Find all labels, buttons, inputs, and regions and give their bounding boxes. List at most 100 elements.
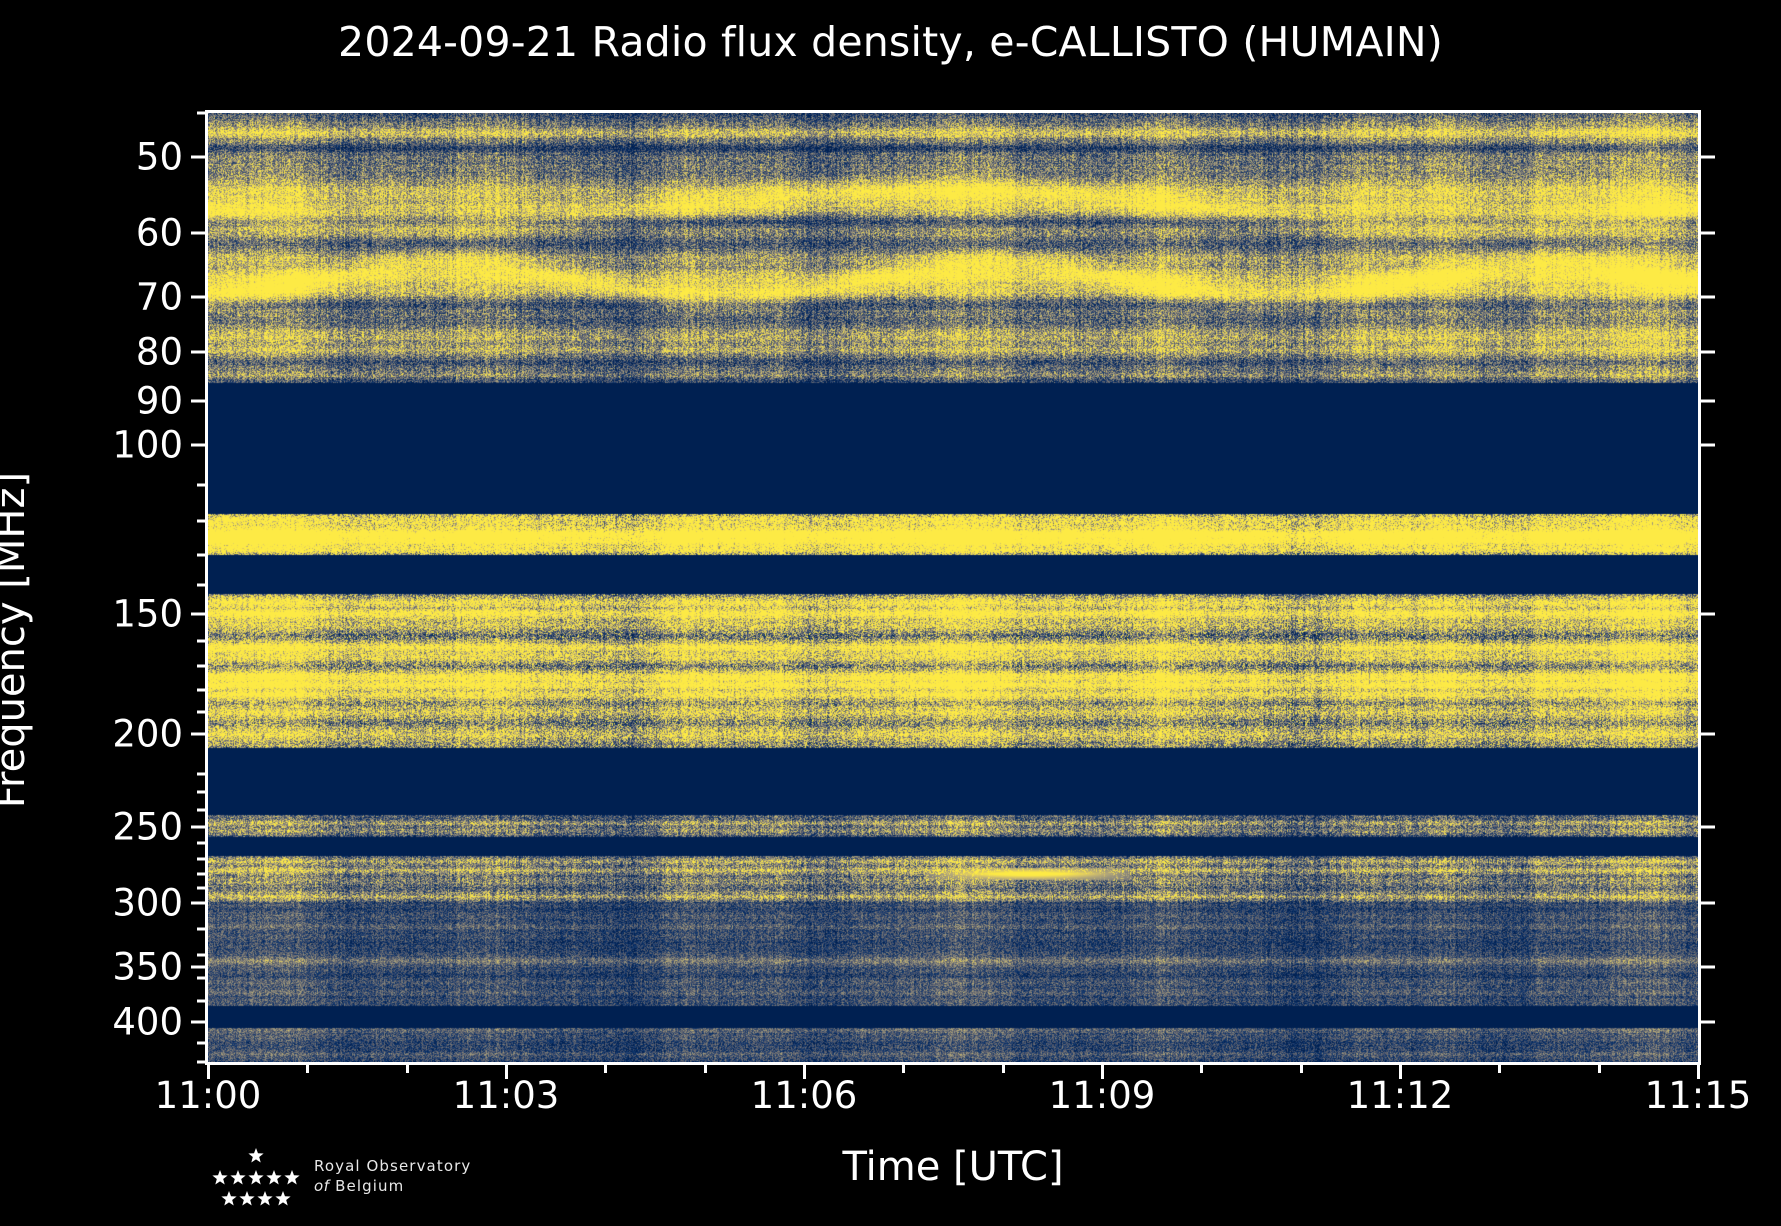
y-axis-tick-mark <box>191 350 205 354</box>
y-axis-tick-label: 300 <box>112 881 183 925</box>
logo-of-word: of <box>314 1177 330 1196</box>
star-icon <box>266 1170 282 1185</box>
x-axis-tick-label: 11:00 <box>154 1074 262 1117</box>
y-axis-tick-mark-right <box>1701 825 1715 829</box>
star-icon <box>230 1170 246 1185</box>
y-axis-minor-tick <box>197 1041 205 1045</box>
x-axis-tick-mark <box>1697 1065 1700 1079</box>
y-axis-minor-tick <box>197 111 205 115</box>
logo-line-1: Royal Observatory <box>314 1157 472 1175</box>
y-axis-tick-label: 150 <box>112 592 183 636</box>
x-axis-tick-label: 11:15 <box>1644 1074 1752 1117</box>
star-icon <box>257 1191 273 1206</box>
y-axis-minor-tick <box>197 710 205 714</box>
y-axis-tick-mark <box>191 443 205 447</box>
x-axis-minor-tick <box>405 1065 409 1073</box>
y-axis-minor-tick <box>197 953 205 957</box>
y-axis-minor-tick <box>197 841 205 845</box>
y-axis-minor-tick <box>197 999 205 1003</box>
y-axis-minor-tick <box>197 519 205 523</box>
y-axis-minor-tick <box>197 583 205 587</box>
logo-line-2: of Belgium <box>314 1176 471 1196</box>
y-axis-minor-tick <box>197 688 205 692</box>
y-axis-tick-mark <box>191 732 205 736</box>
x-axis-minor-tick <box>703 1065 707 1073</box>
y-axis-tick-mark-right <box>1701 350 1715 354</box>
logo-belgium-word: Belgium <box>335 1177 405 1196</box>
x-axis-minor-tick <box>1597 1065 1601 1073</box>
x-axis-minor-tick <box>902 1065 906 1073</box>
page-title: 2024-09-21 Radio flux density, e-CALLIST… <box>338 18 1443 66</box>
y-axis-tick-mark <box>191 1020 205 1024</box>
y-axis-tick-label: 400 <box>112 1000 183 1044</box>
y-axis-minor-tick <box>197 790 205 794</box>
y-axis-tick-label: 250 <box>112 805 183 849</box>
star-icon <box>212 1170 228 1185</box>
y-axis-tick-mark <box>191 231 205 235</box>
x-axis-tick-label: 11:12 <box>1346 1074 1454 1117</box>
x-axis-tick-mark <box>207 1065 210 1079</box>
y-axis-tick-label: 90 <box>135 379 183 423</box>
x-axis-label: Time [UTC] <box>842 1144 1064 1190</box>
star-icon <box>248 1170 264 1185</box>
x-axis-tick-mark <box>1101 1065 1104 1079</box>
x-axis-minor-tick <box>306 1065 310 1073</box>
y-axis-minor-tick <box>197 483 205 487</box>
logo-text: Royal Observatory of Belgium <box>314 1156 471 1197</box>
star-icon <box>248 1148 264 1163</box>
star-icon <box>275 1191 291 1206</box>
star-icon <box>221 1191 237 1206</box>
y-axis-tick-label: 70 <box>135 275 183 319</box>
y-axis-tick-mark <box>191 825 205 829</box>
star-icon <box>239 1191 255 1206</box>
y-axis-tick-mark <box>191 155 205 159</box>
y-axis-minor-tick <box>197 872 205 876</box>
royal-observatory-logo: Royal Observatory of Belgium <box>196 1147 470 1213</box>
spectrogram-axes <box>205 110 1701 1065</box>
y-axis-tick-mark-right <box>1701 295 1715 299</box>
x-axis-minor-tick <box>1200 1065 1204 1073</box>
y-axis-tick-label: 350 <box>112 945 183 989</box>
x-axis-tick-label: 11:09 <box>1048 1074 1156 1117</box>
x-axis-minor-tick <box>1299 1065 1303 1073</box>
y-axis-tick-mark-right <box>1701 612 1715 616</box>
y-axis-minor-tick <box>197 664 205 668</box>
y-axis-tick-mark <box>191 295 205 299</box>
y-axis-tick-mark <box>191 612 205 616</box>
y-axis-tick-label: 60 <box>135 211 183 255</box>
y-axis-tick-mark-right <box>1701 965 1715 969</box>
y-axis-minor-tick <box>197 927 205 931</box>
y-axis-minor-tick <box>197 886 205 890</box>
star-icon <box>212 1148 300 1206</box>
y-axis-label: Frequency [MHz] <box>0 471 34 809</box>
y-axis-minor-tick <box>197 553 205 557</box>
spectrogram-image <box>208 113 1698 1062</box>
x-axis-tick-label: 11:03 <box>452 1074 560 1117</box>
y-axis-tick-mark <box>191 399 205 403</box>
y-axis-tick-label: 50 <box>135 135 183 179</box>
y-axis-tick-label: 100 <box>112 423 183 467</box>
x-axis-tick-mark <box>505 1065 508 1079</box>
x-axis-minor-tick <box>1498 1065 1502 1073</box>
y-axis-tick-mark <box>191 965 205 969</box>
y-axis-minor-tick <box>197 639 205 643</box>
y-axis-minor-tick <box>197 976 205 980</box>
y-axis-tick-mark <box>191 901 205 905</box>
y-axis-tick-label: 200 <box>112 712 183 756</box>
x-axis-tick-mark <box>803 1065 806 1079</box>
x-axis-minor-tick <box>604 1065 608 1073</box>
y-axis-tick-mark-right <box>1701 1020 1715 1024</box>
y-axis-tick-mark-right <box>1701 155 1715 159</box>
y-axis-tick-label: 80 <box>135 330 183 374</box>
y-axis-tick-mark-right <box>1701 231 1715 235</box>
y-axis-minor-tick <box>197 808 205 812</box>
x-axis-tick-mark <box>1399 1065 1402 1079</box>
y-axis-tick-mark-right <box>1701 399 1715 403</box>
x-axis-tick-label: 11:06 <box>750 1074 858 1117</box>
star-icon <box>284 1170 300 1185</box>
y-axis-minor-tick <box>197 857 205 861</box>
y-axis-tick-mark-right <box>1701 901 1715 905</box>
x-axis-minor-tick <box>1001 1065 1005 1073</box>
y-axis-tick-mark-right <box>1701 732 1715 736</box>
